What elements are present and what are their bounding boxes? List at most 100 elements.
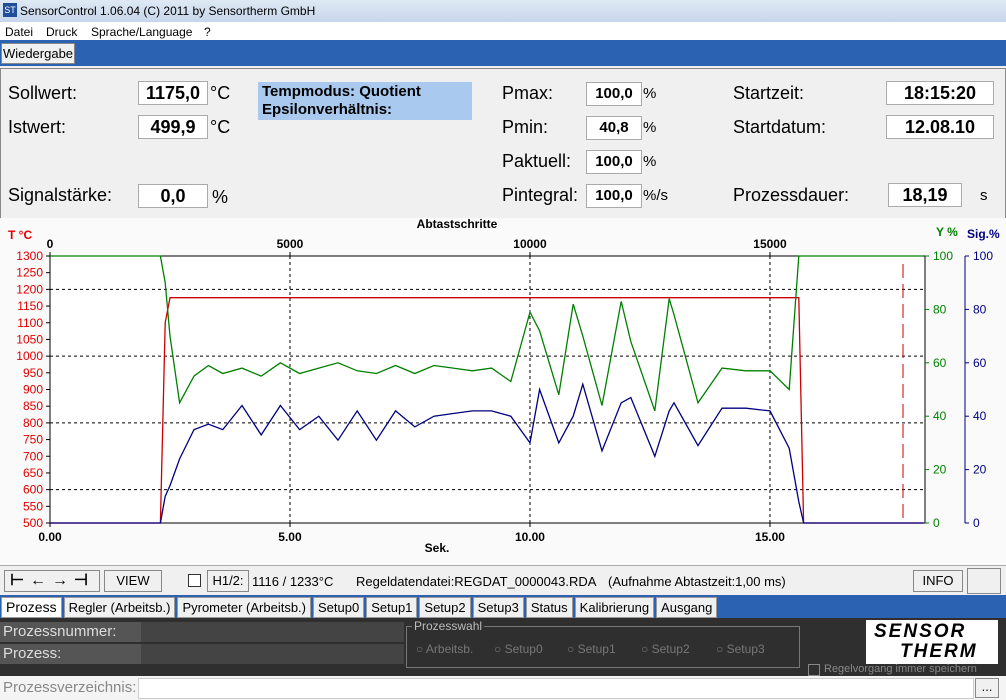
radio-label: Setup0: [504, 642, 543, 656]
y-tick-label: 850: [23, 399, 43, 413]
epsilon-ratio: Epsilonverhältnis:: [262, 101, 393, 118]
y-tick-label: 1100: [17, 316, 43, 330]
value: 12.08.10: [886, 115, 994, 139]
title-bar: ST SensorControl 1.06.04 (C) 2011 by Sen…: [0, 0, 1006, 22]
save-option: Regelvorgang immer speichern: [824, 663, 977, 675]
view-button[interactable]: VIEW: [104, 570, 162, 592]
y-tick-label: 800: [23, 416, 43, 430]
window-title: SensorControl 1.06.04 (C) 2011 by Sensor…: [20, 4, 316, 18]
label: Paktuell:: [502, 151, 572, 171]
y3-tick-label: 20: [973, 463, 987, 477]
y-tick-label: 950: [23, 366, 43, 380]
y-tick-label: 1150: [17, 299, 43, 313]
value: 499,9: [138, 115, 208, 139]
print-button[interactable]: [967, 568, 1001, 594]
y2-tick-label: 40: [933, 409, 947, 423]
y-tick-label: 1200: [16, 282, 43, 296]
x2-axis-title: Abtastschritte: [417, 218, 498, 231]
tab[interactable]: Prozess: [1, 597, 62, 618]
unit: °C: [210, 117, 231, 137]
tab[interactable]: Setup0: [313, 597, 365, 618]
group-title: Prozesswahl: [412, 619, 485, 633]
tab[interactable]: Pyrometer (Arbeitsb.): [177, 597, 311, 618]
temp-mode: Tempmodus: Quotient: [262, 83, 421, 100]
tab[interactable]: Setup3: [472, 597, 524, 618]
radio-label: Setup3: [726, 642, 765, 656]
navigation-buttons[interactable]: ⊢←→⊣: [4, 570, 100, 592]
radio[interactable]: ○ Setup2: [641, 642, 690, 656]
process-panel: Prozessnummer: Prozess: Prozesswahl ○ Ar…: [0, 618, 1006, 700]
sampling-time: (Aufnahme Abtastzeit:1,00 ms): [608, 574, 786, 589]
radio-label: Arbeitsb.: [425, 642, 474, 656]
unit: °C: [210, 83, 231, 103]
label: Startdatum:: [733, 117, 827, 137]
y-tick-label: 1250: [16, 266, 43, 280]
label: Pmax:: [502, 83, 554, 103]
y-tick-label: 600: [23, 483, 43, 497]
field: [141, 644, 404, 664]
y2-tick-label: 60: [933, 356, 947, 370]
tab[interactable]: Setup1: [366, 597, 418, 618]
unit: %: [643, 119, 657, 136]
y2-tick-label: 100: [933, 249, 953, 263]
value: 100,0: [586, 184, 642, 208]
control-bar: ⊢←→⊣ VIEW H1/2: 1116 / 1233°C Regeldaten…: [0, 565, 1006, 596]
series-line: [50, 255, 924, 412]
x-tick-label: 15.00: [755, 530, 785, 544]
process-group: [406, 626, 800, 668]
tab[interactable]: Regler (Arbeitsb.): [63, 597, 176, 618]
tab[interactable]: Status: [525, 597, 573, 618]
browse-button[interactable]: ...: [975, 678, 999, 698]
app-icon: ST: [3, 3, 17, 17]
radio-label: Setup1: [577, 642, 616, 656]
label: Prozessnummer:: [0, 622, 141, 642]
x-axis-title: Sek.: [425, 541, 450, 555]
label: Pintegral:: [502, 185, 579, 205]
radio-label: Setup2: [651, 642, 690, 656]
value: 40,8: [586, 116, 642, 140]
radio[interactable]: ○ Arbeitsb.: [416, 642, 474, 656]
x2-tick-label: 0: [47, 237, 54, 251]
info-button[interactable]: INFO: [913, 570, 963, 592]
y-tick-label: 1000: [16, 349, 43, 363]
checkbox[interactable]: [188, 574, 201, 587]
field: [141, 622, 404, 642]
radio[interactable]: ○ Setup0: [494, 642, 543, 656]
h12-button[interactable]: H1/2:: [207, 570, 249, 592]
label: Prozess:: [0, 644, 141, 664]
unit: %: [212, 187, 229, 207]
menu-bar: Datei Druck Sprache/Language ?: [0, 22, 1006, 40]
playback-button[interactable]: Wiedergabe: [1, 43, 75, 64]
field: [138, 678, 974, 699]
unit: %: [643, 85, 657, 102]
y-axis-title: T °C: [8, 228, 32, 242]
value: 18:15:20: [886, 81, 994, 105]
menu-item[interactable]: Datei: [5, 25, 34, 39]
x-tick-label: 10.00: [515, 530, 545, 544]
tab[interactable]: Ausgang: [656, 597, 718, 618]
radio[interactable]: ○ Setup1: [567, 642, 616, 656]
menu-item[interactable]: Druck: [46, 25, 78, 39]
tab[interactable]: Setup2: [419, 597, 471, 618]
checkbox[interactable]: [808, 664, 820, 676]
file-name: Regeldatendatei:REGDAT_0000043.RDA: [356, 574, 597, 589]
value: 100,0: [586, 82, 642, 106]
label: Prozessdauer:: [733, 185, 850, 205]
x-tick-label: 0.00: [38, 530, 62, 544]
y2-tick-label: 80: [933, 302, 947, 316]
unit: %/s: [643, 187, 669, 204]
y-tick-label: 1050: [16, 332, 43, 346]
y-tick-label: 750: [23, 433, 43, 447]
unit: %: [643, 153, 657, 170]
y3-tick-label: 80: [973, 302, 987, 316]
y2-tick-label: 0: [933, 516, 940, 530]
unit: s: [980, 187, 988, 204]
menu-item[interactable]: ?: [204, 25, 211, 39]
menu-item[interactable]: Sprache/Language: [91, 25, 193, 39]
label: Startzeit:: [733, 83, 805, 103]
series-line: [50, 381, 924, 524]
radio[interactable]: ○ Setup3: [716, 642, 765, 656]
plot-area: [49, 255, 926, 524]
value: 18,19: [888, 183, 962, 207]
tab[interactable]: Kalibrierung: [574, 597, 655, 618]
